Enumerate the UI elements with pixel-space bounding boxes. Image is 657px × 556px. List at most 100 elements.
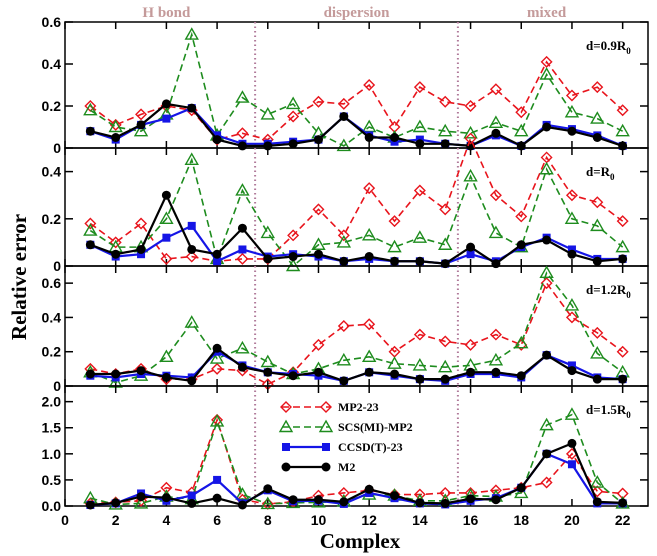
data-point [567,126,577,136]
data-point [111,249,121,259]
data-point [212,343,222,353]
data-point [339,376,349,386]
series-m2 [85,438,628,510]
data-point [591,81,604,94]
panel-1: 00.20.40.6d=0.9R0 [42,14,649,156]
data-point [615,239,630,253]
data-point [440,498,450,508]
series-mp2-23 [84,132,629,268]
data-point [618,374,628,384]
data-point [83,223,98,236]
x-tick-label: 18 [513,512,529,528]
data-point [488,115,504,129]
data-point [162,114,171,123]
data-point [312,95,325,108]
data-point [108,119,123,133]
data-point [136,366,146,376]
data-point [412,358,428,371]
series-line [89,157,624,268]
x-tick-label: 14 [412,512,428,528]
y-tick-label: 0 [53,140,61,156]
panel-frame [64,385,649,507]
data-point [440,139,450,149]
data-point [83,102,98,116]
data-point [515,210,528,223]
legend-entry: SCS(MI)-MP2 [278,419,413,434]
data-point [337,97,350,110]
panel-label-subscript: 0 [626,46,631,56]
data-point [111,133,121,142]
data-point [136,120,146,130]
y-tick-label: 0.5 [42,472,62,488]
data-point [288,252,298,262]
data-point [260,225,275,239]
y-tick-label: 1.0 [42,446,62,462]
x-tick-label: 20 [564,512,580,528]
y-tick-label: 0.2 [42,98,62,114]
data-point [590,111,605,124]
data-point [361,349,377,363]
data-point [542,235,552,245]
data-point [161,493,171,503]
data-point [363,79,376,91]
data-point [212,493,222,503]
panel-4: 0.0 0.5 1.0 1.5 2.0 d=1.5R0 [42,385,649,514]
panel-label: d=1.5R0 [586,402,631,420]
data-point [364,252,374,262]
data-point [514,335,529,349]
legend-marker [318,419,334,433]
data-point [187,491,196,500]
data-point [390,369,400,379]
data-point [363,182,376,195]
data-point [187,103,197,113]
data-point [213,475,222,484]
panel-label-main: d=0.9R [586,38,627,53]
y-tick-label: 0.0 [42,498,62,514]
data-point [235,183,250,196]
data-point [567,460,576,469]
legend: MP2-23 SCS(MI)-MP2 CCSD(T)-23 M2 [278,400,413,474]
data-point [590,346,605,359]
data-point [565,311,578,324]
series-ccsd-t-23 [86,221,627,268]
data-point [466,494,476,504]
data-point [489,83,502,96]
y-tick-label: 0.2 [42,344,62,360]
legend-marker [281,462,291,472]
x-tick-label: 16 [463,512,479,528]
data-point [439,95,452,108]
panel-3: 00.20.40.6 d=1.2R0 [42,265,649,394]
data-point [565,189,578,202]
legend-marker [282,443,290,451]
data-point [135,217,148,230]
data-point [288,139,298,149]
y-tick-label: 0 [53,378,61,394]
panel-label: d=1.2R0 [586,282,631,300]
data-point [184,315,199,328]
y-tick-label: 0.4 [42,309,62,325]
data-point [111,498,121,508]
data-point [211,362,224,375]
data-point [591,326,604,339]
x-tick-label: 22 [615,512,631,528]
region-label: dispersion [324,5,391,21]
data-point [187,244,197,254]
data-point [440,374,450,384]
y-tick-label: 0.2 [42,211,62,227]
y-tick-label: 2.0 [42,394,62,410]
data-point [185,250,198,263]
data-point [466,242,476,252]
data-point [160,481,173,494]
data-point [540,476,553,489]
data-point [337,320,350,332]
data-point [539,161,554,175]
data-point [592,497,602,507]
data-point [567,366,577,376]
series-line [90,441,623,507]
y-tick-label: 0.6 [42,14,62,30]
data-point [133,495,149,509]
panel-label-main: d=1.5R [586,402,627,417]
data-point [491,367,501,377]
data-point [136,244,146,254]
